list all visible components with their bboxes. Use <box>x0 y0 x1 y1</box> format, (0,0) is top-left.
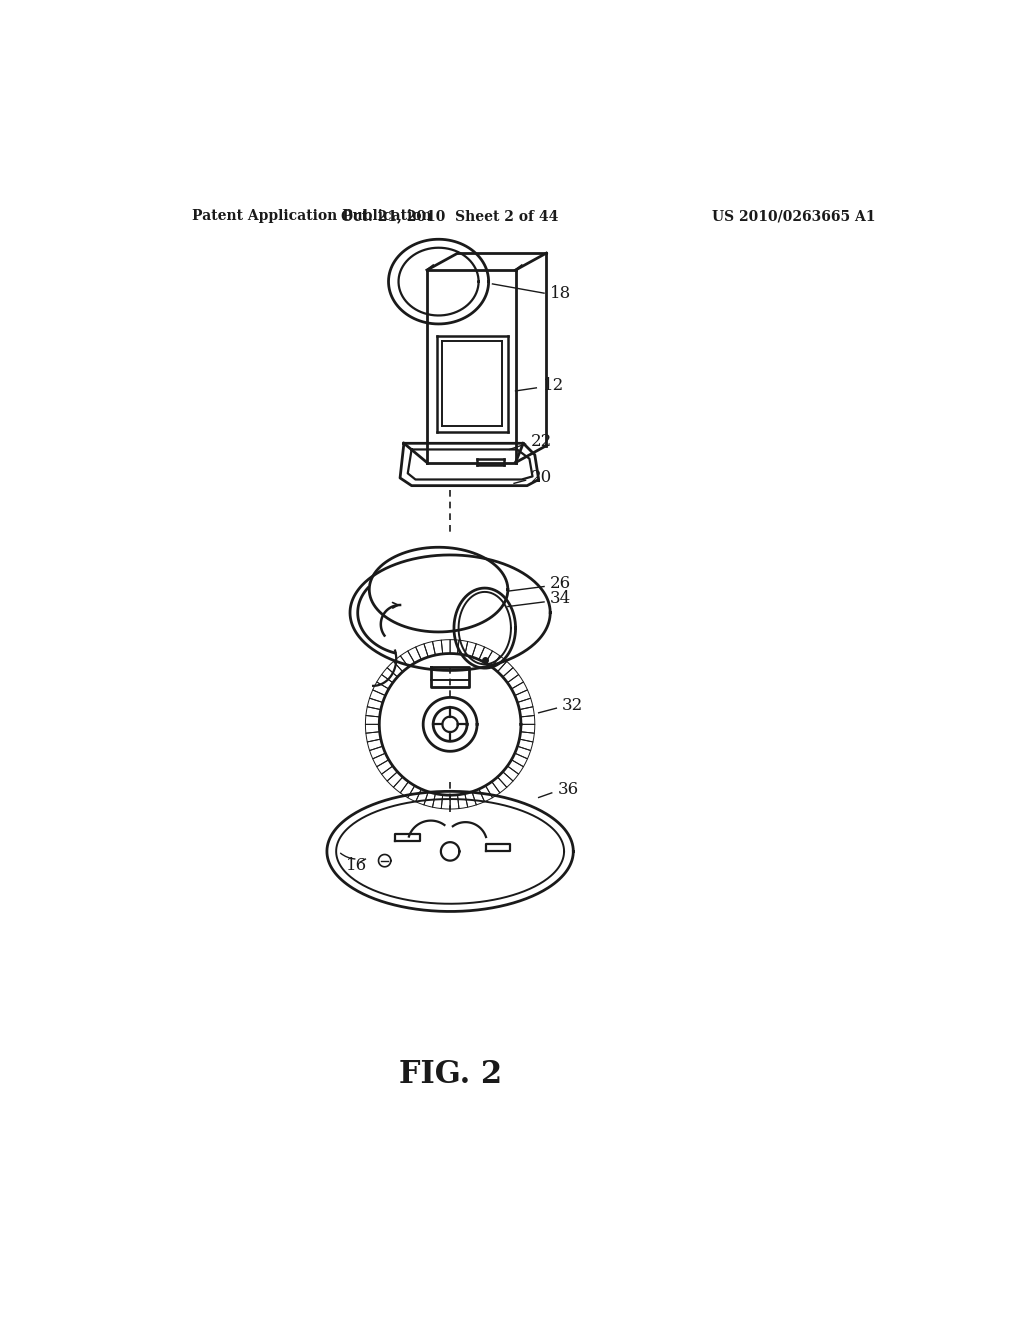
Text: 22: 22 <box>531 433 552 450</box>
Text: FIG. 2: FIG. 2 <box>398 1059 502 1090</box>
Text: 16: 16 <box>346 857 368 874</box>
Text: 18: 18 <box>550 285 571 302</box>
Text: 32: 32 <box>562 697 583 714</box>
Text: Oct. 21, 2010  Sheet 2 of 44: Oct. 21, 2010 Sheet 2 of 44 <box>341 209 559 223</box>
Text: 34: 34 <box>550 590 571 607</box>
Text: 26: 26 <box>550 576 571 591</box>
Text: US 2010/0263665 A1: US 2010/0263665 A1 <box>712 209 876 223</box>
Text: 12: 12 <box>543 378 564 395</box>
Text: 36: 36 <box>558 781 579 799</box>
Text: Patent Application Publication: Patent Application Publication <box>193 209 432 223</box>
Text: 20: 20 <box>531 470 552 487</box>
